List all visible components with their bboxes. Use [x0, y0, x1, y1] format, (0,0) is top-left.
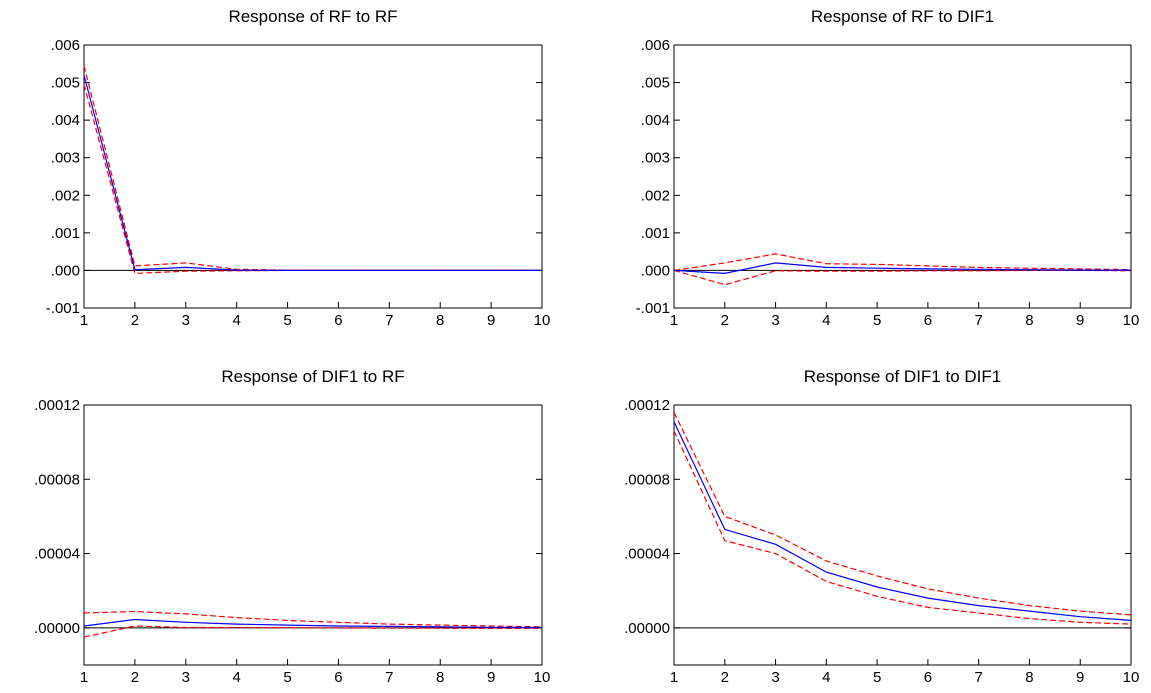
y-tick-label: -.001 — [636, 300, 670, 317]
impulse-response-line — [83, 74, 542, 271]
x-tick-label: 10 — [1123, 669, 1140, 686]
lower-confidence-band — [83, 625, 542, 638]
x-tick-label: 5 — [873, 312, 881, 329]
y-tick-label: .006 — [641, 37, 670, 54]
panel-title: Response of DIF1 to RF — [221, 367, 404, 386]
y-tick-label: .002 — [51, 187, 80, 204]
x-tick-label: 9 — [487, 669, 495, 686]
irf-panel: Response of RF to RF -.001 .000 .001 .002 .00… — [46, 7, 551, 329]
y-tick-label: .004 — [51, 112, 80, 129]
plot-frame — [83, 44, 543, 309]
y-tick-label: .003 — [641, 150, 670, 167]
x-tick-label: 7 — [385, 669, 393, 686]
upper-confidence-band — [83, 65, 542, 271]
x-tick-label: 9 — [1076, 312, 1084, 329]
x-tick-label: 6 — [924, 312, 932, 329]
panel-title: Response of DIF1 to DIF1 — [804, 367, 1001, 386]
y-tick-label: .001 — [51, 225, 80, 242]
x-tick-label: 6 — [924, 669, 932, 686]
x-tick-label: 1 — [670, 312, 678, 329]
x-tick-label: 2 — [721, 669, 729, 686]
y-tick-label: .00000 — [34, 620, 80, 637]
y-tick-label: .00008 — [624, 471, 670, 488]
x-tick-label: 7 — [385, 312, 393, 329]
x-tick-label: 10 — [1123, 312, 1140, 329]
y-tick-label: .00008 — [34, 471, 80, 488]
y-tick-label: .005 — [51, 75, 80, 92]
y-tick-label: .00012 — [624, 397, 670, 414]
x-tick-label: 10 — [534, 312, 551, 329]
impulse-response-line — [83, 618, 543, 629]
irf-panel: Response of DIF1 to RF .00000 .00004 .00008… — [34, 367, 550, 686]
x-tick-label: 8 — [1025, 669, 1033, 686]
x-tick-label: 2 — [131, 669, 139, 686]
x-tick-label: 1 — [80, 312, 88, 329]
y-tick-label: .000 — [51, 262, 80, 279]
x-tick-label: 8 — [436, 312, 444, 329]
y-tick-label: .001 — [641, 225, 670, 242]
x-tick-label: 5 — [283, 669, 291, 686]
x-tick-label: 4 — [822, 312, 830, 329]
panel-title: Response of RF to RF — [228, 7, 397, 26]
lower-confidence-band — [673, 430, 1132, 625]
x-tick-label: 5 — [283, 312, 291, 329]
x-tick-label: 9 — [1076, 669, 1084, 686]
x-tick-label: 8 — [436, 669, 444, 686]
x-tick-label: 1 — [670, 669, 678, 686]
panel-title: Response of RF to DIF1 — [811, 7, 994, 26]
x-tick-label: 6 — [334, 669, 342, 686]
upper-confidence-band — [83, 610, 543, 628]
x-tick-label: 4 — [822, 669, 830, 686]
x-tick-label: 3 — [771, 669, 779, 686]
y-tick-label: .00004 — [624, 546, 670, 563]
x-tick-label: 3 — [182, 669, 190, 686]
plot-frame — [673, 44, 1132, 309]
y-tick-label: .00012 — [34, 397, 80, 414]
irf-panel: Response of RF to DIF1 -.001 .000 .001 .002.… — [636, 7, 1140, 329]
x-tick-label: 1 — [80, 669, 88, 686]
x-tick-label: 2 — [131, 312, 139, 329]
lower-confidence-band — [83, 84, 542, 275]
x-tick-label: 5 — [873, 669, 881, 686]
plot-frame — [673, 404, 1132, 666]
impulse-response-line — [673, 262, 1131, 275]
x-tick-label: 4 — [232, 669, 240, 686]
y-tick-label: .005 — [641, 75, 670, 92]
upper-confidence-band — [673, 412, 1132, 616]
x-tick-label: 7 — [974, 312, 982, 329]
y-tick-label: .00000 — [624, 620, 670, 637]
x-tick-label: 6 — [334, 312, 342, 329]
x-tick-label: 9 — [487, 312, 495, 329]
impulse-response-line — [673, 421, 1132, 621]
y-tick-label: -.001 — [46, 300, 80, 317]
y-tick-label: .000 — [641, 262, 670, 279]
y-tick-label: .002 — [641, 187, 670, 204]
x-tick-label: 7 — [974, 669, 982, 686]
x-tick-label: 3 — [771, 312, 779, 329]
y-tick-label: .00004 — [34, 546, 80, 563]
irf-panel: Response of DIF1 to DIF1 .00000 .00004 .000… — [624, 367, 1139, 686]
upper-confidence-band — [673, 253, 1132, 271]
y-tick-label: .003 — [51, 150, 80, 167]
x-tick-label: 8 — [1025, 312, 1033, 329]
x-tick-label: 4 — [232, 312, 240, 329]
plot-frame — [83, 404, 543, 666]
y-tick-label: .006 — [51, 37, 80, 54]
x-tick-label: 3 — [182, 312, 190, 329]
lower-confidence-band — [673, 269, 1132, 286]
x-tick-label: 10 — [534, 669, 551, 686]
x-tick-label: 2 — [721, 312, 729, 329]
y-tick-label: .004 — [641, 112, 670, 129]
